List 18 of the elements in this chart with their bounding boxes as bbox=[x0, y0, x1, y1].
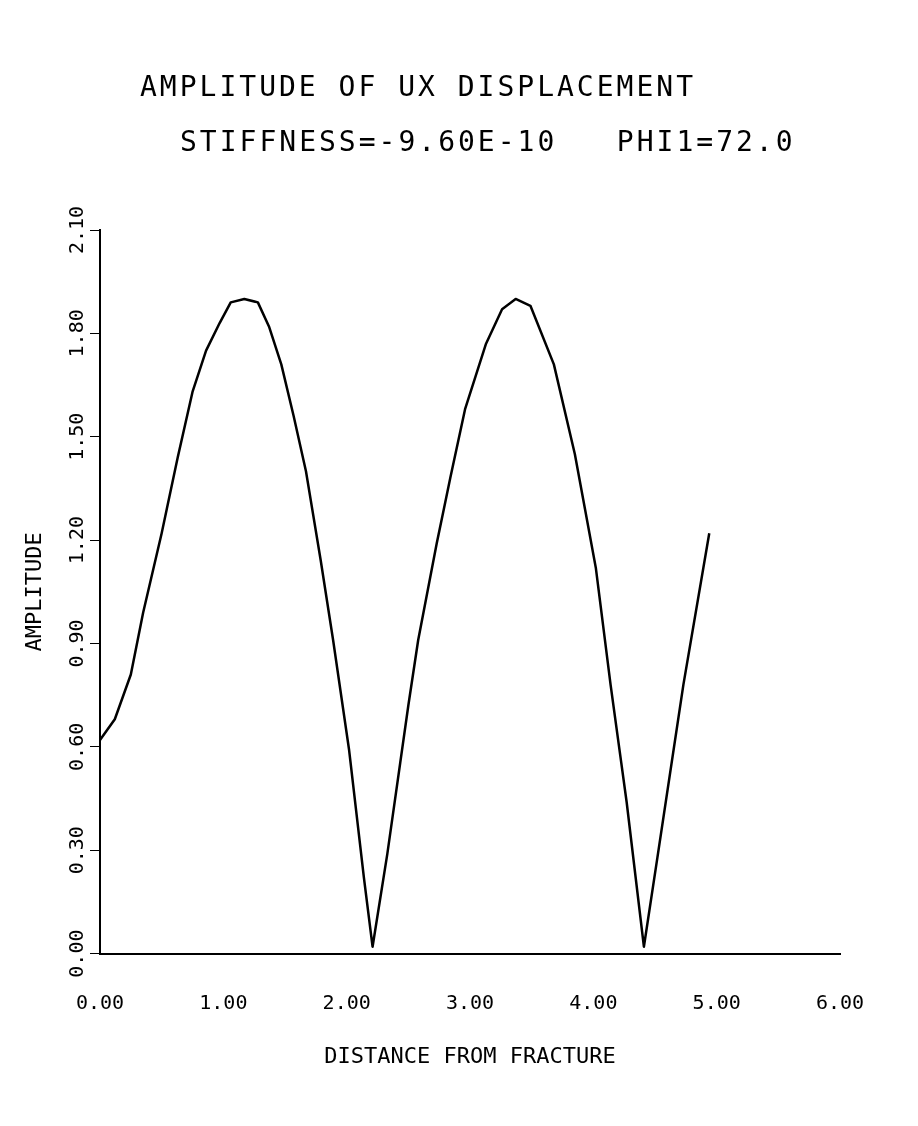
x-tick-label: 6.00 bbox=[815, 989, 865, 1014]
y-tick-label: 0.00 bbox=[64, 929, 89, 978]
y-tick-label: 0.30 bbox=[64, 826, 89, 875]
y-tick-label: 1.50 bbox=[64, 412, 89, 461]
x-tick-label: 2.00 bbox=[322, 989, 371, 1014]
y-tick-label: 1.20 bbox=[64, 516, 89, 565]
x-axis-title: DISTANCE FROM FRACTURE bbox=[324, 1042, 616, 1068]
y-tick-label: 0.90 bbox=[64, 619, 89, 668]
chart-title: AMPLITUDE OF UX DISPLACEMENT bbox=[140, 70, 697, 103]
x-tick-label: 1.00 bbox=[199, 989, 248, 1014]
x-tick-label: 3.00 bbox=[445, 989, 495, 1014]
y-tick-label: 0.60 bbox=[64, 722, 89, 771]
y-tick-label: 2.10 bbox=[64, 205, 89, 255]
y-axis-title: AMPLITUDE bbox=[20, 532, 46, 652]
x-tick-label: 4.00 bbox=[569, 989, 618, 1014]
chart-subtitle: STIFFNESS=-9.60E-10 PHI1=72.0 bbox=[180, 125, 796, 158]
x-tick-label: 5.00 bbox=[692, 989, 741, 1014]
y-tick-label: 1.80 bbox=[64, 309, 89, 358]
